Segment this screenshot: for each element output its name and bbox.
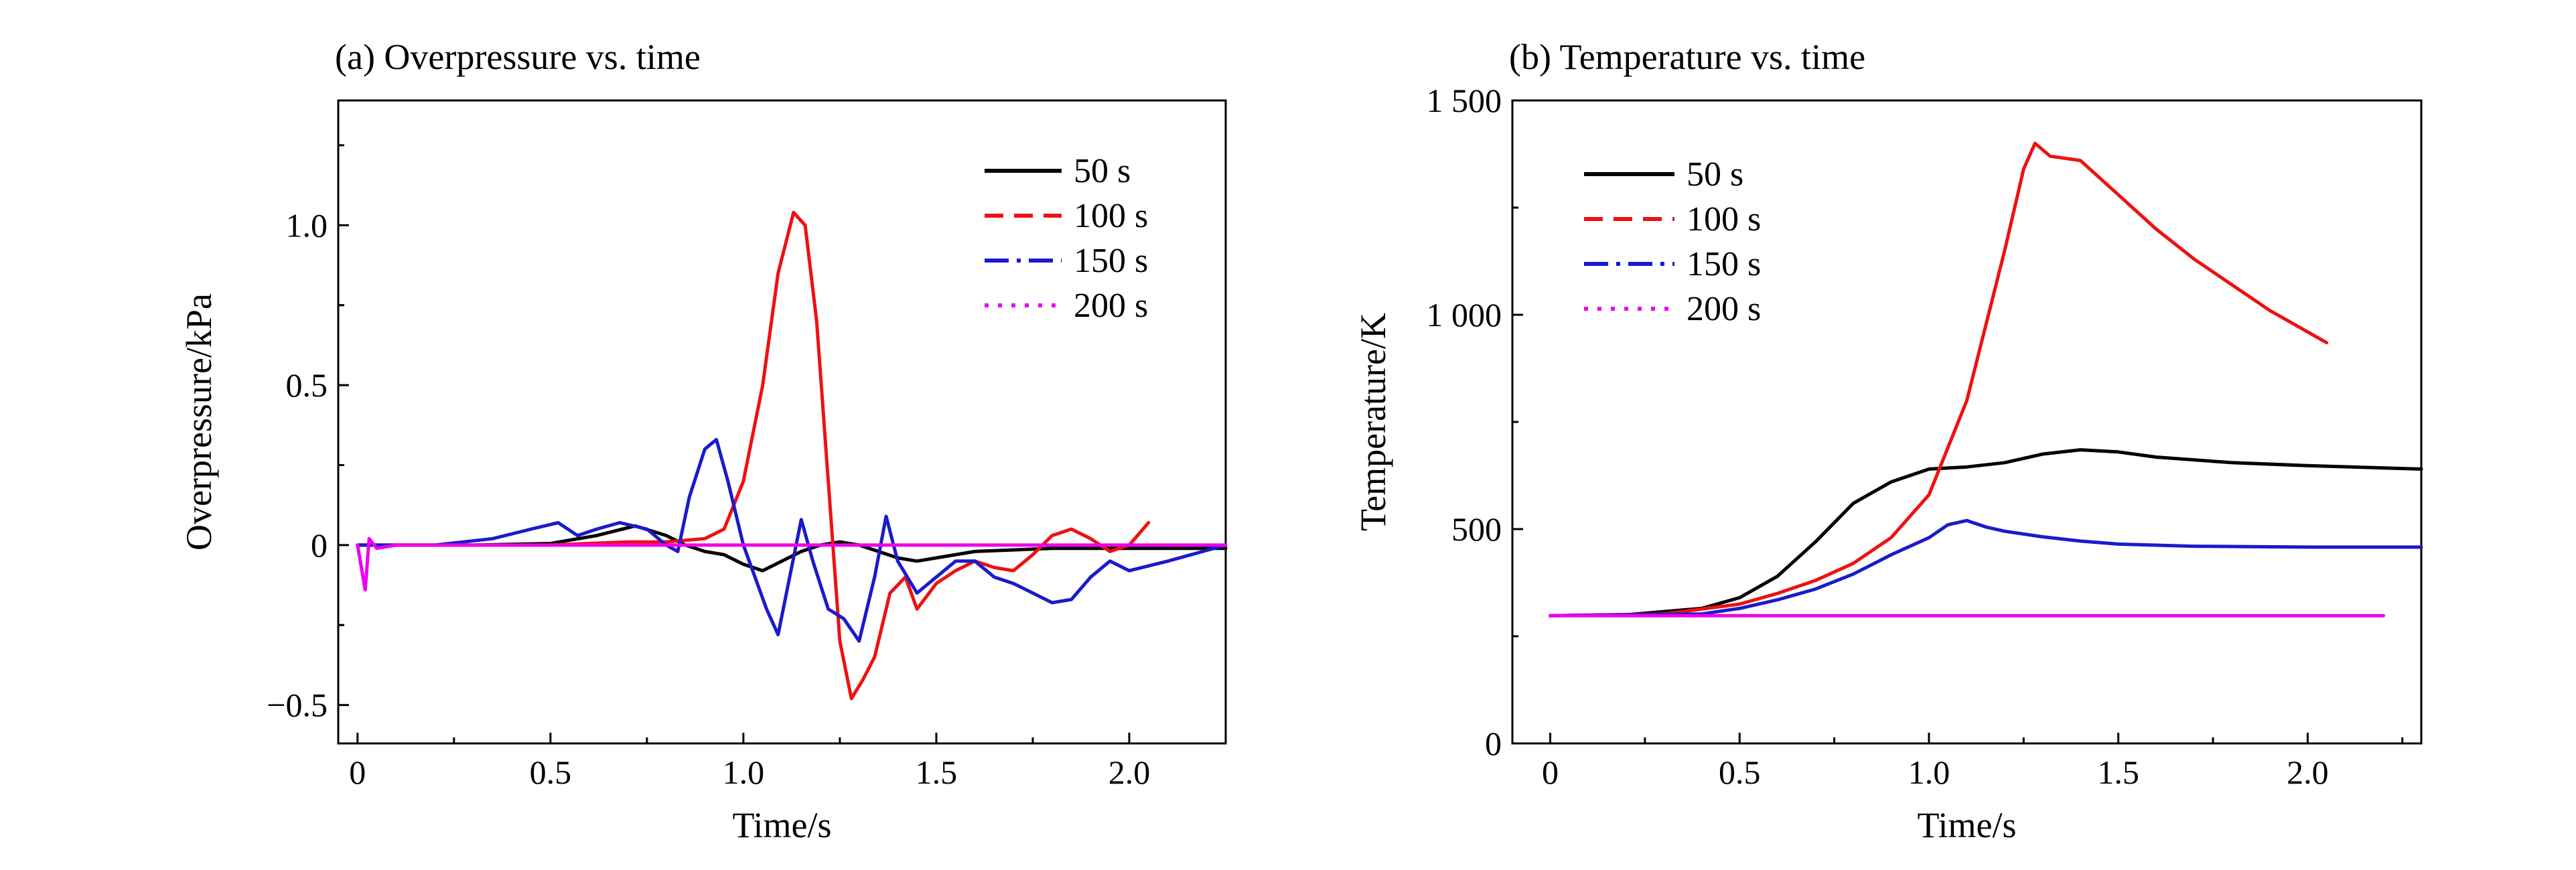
y-tick-label: −0.5 xyxy=(267,686,328,724)
y-axis-label: Overpressure/kPa xyxy=(179,293,219,551)
legend-label: 200 s xyxy=(1074,287,1148,325)
x-axis-label: Time/s xyxy=(1917,805,2016,845)
y-tick-label: 1 500 xyxy=(1427,82,1502,119)
series-line-100s xyxy=(356,210,1151,701)
y-tick-label: 0.5 xyxy=(286,366,328,404)
series-line-200s xyxy=(356,536,1228,592)
x-tick-label: 1.0 xyxy=(1908,753,1950,791)
chart-title: (a) Overpressure vs. time xyxy=(335,37,701,77)
x-tick-label: 0.5 xyxy=(530,753,572,791)
legend-label: 100 s xyxy=(1687,200,1761,238)
x-tick-label: 1.0 xyxy=(723,753,765,791)
series-line-150s xyxy=(1549,518,2423,618)
legend-label: 100 s xyxy=(1074,197,1148,235)
x-tick-label: 0 xyxy=(349,753,366,791)
overpressure-chart: (a) Overpressure vs. time 0 0.5 1.0 1.5 2.0 −0… xyxy=(179,37,1228,845)
series-line-150s xyxy=(356,437,1228,643)
series-line-100s xyxy=(1549,141,2329,618)
chart-title: (b) Temperature vs. time xyxy=(1509,37,1865,77)
y-tick-label: 0 xyxy=(311,526,328,564)
legend-label: 50 s xyxy=(1687,155,1743,194)
x-tick-label: 0 xyxy=(1542,753,1559,791)
y-tick-label: 1 000 xyxy=(1427,296,1502,334)
y-tick-label: 0 xyxy=(1485,725,1502,762)
y-axis-label: Temperature/K xyxy=(1353,313,1393,531)
legend-label: 200 s xyxy=(1687,290,1761,328)
x-tick-label: 0.5 xyxy=(1719,753,1761,791)
series-line-50s xyxy=(1549,448,2423,618)
x-tick-label: 2.0 xyxy=(2287,753,2329,791)
x-tick-label: 1.5 xyxy=(2097,753,2139,791)
plot-frame xyxy=(337,99,1227,745)
legend-label: 150 s xyxy=(1687,245,1761,283)
plot-frame xyxy=(1511,99,2423,745)
legend-label: 150 s xyxy=(1074,242,1148,280)
series-line-50s xyxy=(356,524,1228,573)
legend-label: 50 s xyxy=(1074,152,1131,190)
x-tick-label: 1.5 xyxy=(916,753,958,791)
temperature-chart: (b) Temperature vs. time 0 0.5 1.0 1.5 2.0 0 50… xyxy=(1353,37,2423,845)
x-axis-label: Time/s xyxy=(732,805,831,845)
y-tick-label: 1.0 xyxy=(286,206,328,244)
y-tick-label: 500 xyxy=(1451,510,1502,548)
x-tick-label: 2.0 xyxy=(1108,753,1151,791)
